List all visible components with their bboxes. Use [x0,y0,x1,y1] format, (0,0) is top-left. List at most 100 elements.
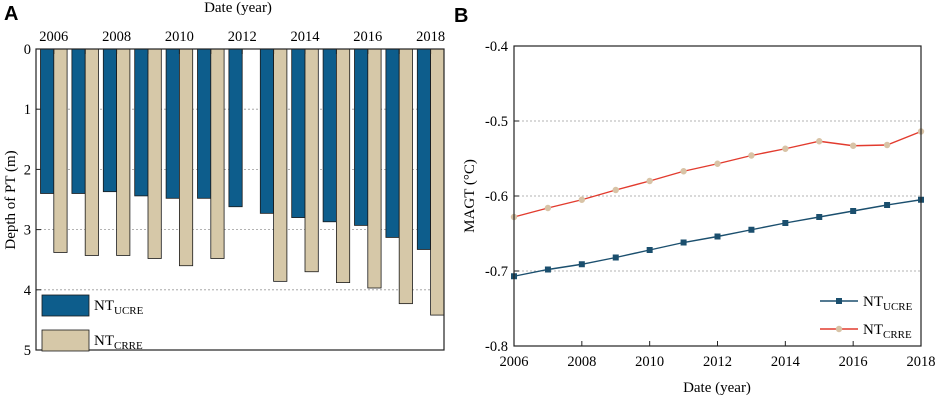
panel-a-x-tick-label: 2006 [39,29,68,45]
point-nt-ucre-2017 [884,202,891,208]
point-nt-crre-2008 [578,196,586,203]
bar-nt-crre-2011 [210,48,225,259]
legend-swatch-ucre [41,294,90,317]
panel-b-y-tick-label: -0.6 [485,189,508,205]
panel-a-x-tick-label: 2014 [291,29,321,45]
bar-nt-ucre-2014 [291,48,306,218]
point-nt-crre-2009 [612,186,619,194]
panel-b-legend: NTUCRE NTCRRE [820,294,913,341]
bar-nt-crre-2009 [147,48,162,259]
bar-nt-ucre-2018 [416,48,431,250]
point-nt-crre-2007 [544,204,552,212]
panel-a-y-axis-title: Depth of PT (m) [3,150,19,249]
legend-marker-crre [835,325,843,333]
bar-nt-crre-2017 [398,48,413,305]
panel-b-y-tick-label: -0.5 [485,114,508,130]
panel-b: B MAGT (°C) Date (year) 2006 2008 2010 2012… [454,5,936,396]
bar-nt-ucre-2006 [40,48,55,194]
point-nt-crre-2011 [680,168,687,175]
legend-marker-ucre [836,298,842,304]
panel-a: A Date (year) Depth of PT (m) 2006 2008 20… [3,0,445,359]
panel-a-y-tick-label: 1 [24,102,31,118]
legend-label-crre: NTCRRE [94,333,143,352]
bar-nt-ucre-2009 [134,48,149,197]
panel-a-x-tick-label: 2010 [165,29,194,45]
bar-nt-ucre-2017 [385,48,400,238]
point-nt-ucre-2008 [578,261,585,268]
panel-b-x-axis-title: Date (year) [683,380,751,396]
panel-b-lines [510,128,925,280]
point-nt-crre-2015 [816,138,823,145]
point-nt-ucre-2014 [782,220,789,226]
bar-nt-crre-2006 [53,48,68,253]
bar-nt-crre-2016 [367,48,382,289]
panel-b-y-ticks: -0.4 -0.5 -0.6 -0.7 -0.8 [485,39,519,355]
panel-b-x-tick-label: 2006 [500,354,529,370]
point-nt-ucre-2009 [612,254,619,261]
point-nt-crre-2017 [883,141,891,149]
point-nt-ucre-2013 [748,226,755,233]
panel-a-label: A [4,3,18,25]
panel-b-x-tick-label: 2018 [907,354,936,370]
bar-nt-crre-2008 [116,48,131,256]
point-nt-ucre-2007 [544,266,551,273]
panel-b-x-tick-label: 2014 [771,354,801,370]
panel-a-y-tick-label: 0 [24,42,31,58]
bar-nt-crre-2010 [178,48,194,267]
point-nt-crre-2016 [849,142,857,149]
panel-b-x-tick-label: 2010 [635,354,664,370]
legend-swatch-crre [41,329,90,352]
point-nt-crre-2014 [782,145,789,152]
panel-b-y-axis-title: MAGT (°C) [462,159,478,233]
legend-label-crre: NTCRRE [863,322,912,341]
point-nt-crre-2010 [646,177,653,185]
panel-b-x-tick-label: 2008 [567,354,596,370]
panel-a-y-tick-label: 5 [24,343,31,359]
bar-nt-ucre-2016 [354,48,369,226]
panel-a-plot-frame [35,48,445,351]
panel-b-y-tick-label: -0.7 [485,264,508,280]
panel-b-y-tick-label: -0.4 [485,39,509,55]
panel-b-label: B [454,5,468,27]
bar-nt-crre-2013 [273,48,288,282]
series-line-nt-crre [513,130,922,218]
panel-a-y-ticks: 0 1 2 3 4 5 [24,42,41,359]
bar-nt-ucre-2013 [259,48,274,214]
panel-a-y-tick-label: 4 [24,283,32,299]
panel-a-x-axis-title: Date (year) [204,0,272,16]
panel-a-y-tick-label: 2 [24,162,31,178]
bar-nt-ucre-2010 [165,48,180,199]
bar-nt-crre-2007 [84,48,99,256]
bar-nt-ucre-2008 [102,48,118,193]
bar-nt-ucre-2007 [71,48,86,194]
panel-a-x-tick-label: 2008 [102,29,131,45]
panel-a-x-tick-label: 2012 [228,29,257,45]
bar-nt-ucre-2015 [322,48,337,223]
panel-b-y-tick-label: -0.8 [485,339,508,355]
bar-nt-ucre-2011 [197,48,212,199]
legend-label-ucre: NTUCRE [94,298,144,317]
panel-a-x-tick-label: 2018 [416,29,445,45]
panel-a-x-tick-label: 2016 [353,29,382,45]
panel-b-x-ticks: 2006 2008 2010 2012 2014 2016 2018 [500,341,936,370]
panel-b-x-tick-label: 2012 [703,354,732,370]
point-nt-ucre-2016 [850,208,857,214]
panel-a-x-ticks: 2006 2008 2010 2012 2014 2016 2018 [39,29,445,54]
point-nt-ucre-2012 [714,233,721,240]
panel-a-bars [40,48,445,316]
point-nt-crre-2012 [714,160,721,167]
bar-nt-crre-2018 [430,48,445,316]
bar-nt-crre-2014 [304,48,319,273]
point-nt-ucre-2015 [816,214,823,220]
panel-a-legend: NTUCRE NTCRRE [41,294,144,352]
point-nt-ucre-2011 [680,239,687,246]
panel-b-x-tick-label: 2016 [839,354,868,370]
legend-label-ucre: NTUCRE [863,294,913,313]
panel-b-grid [514,120,921,272]
panel-a-y-tick-label: 3 [24,223,31,239]
bar-nt-ucre-2012 [228,48,243,208]
point-nt-crre-2013 [748,152,755,159]
bar-nt-crre-2015 [335,48,351,283]
point-nt-ucre-2010 [646,247,653,253]
